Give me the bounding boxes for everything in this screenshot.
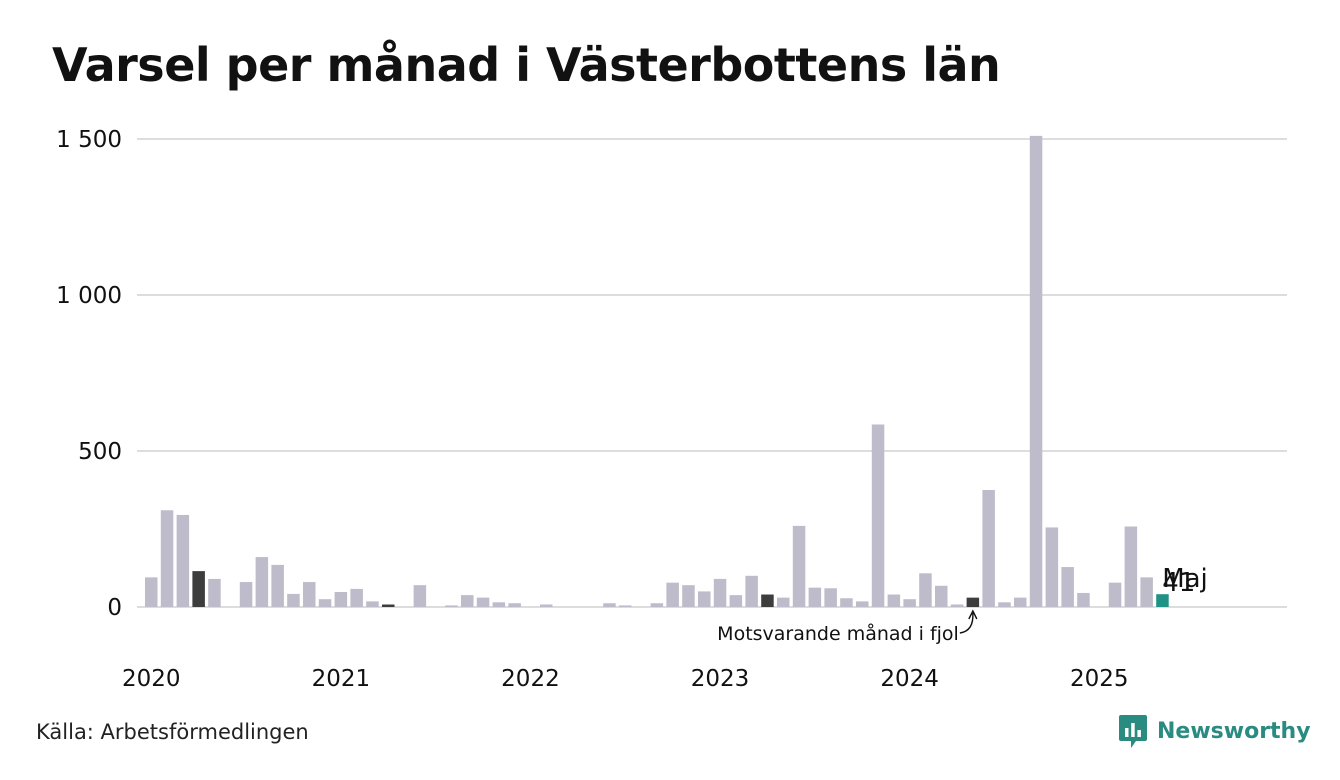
bar — [334, 592, 348, 607]
bar — [824, 588, 837, 607]
latest-value-label: 41 — [1162, 568, 1195, 598]
latest-month-label: Maj — [1162, 564, 1208, 594]
x-tick-label: 2024 — [880, 666, 939, 692]
bar — [1014, 597, 1027, 607]
bars — [145, 135, 1169, 607]
bar — [792, 525, 806, 607]
chart-title: Varsel per månad i Västerbottens län — [52, 38, 1001, 92]
bar — [508, 603, 521, 607]
bar — [856, 601, 869, 607]
bar — [1029, 135, 1043, 607]
bar — [682, 585, 695, 607]
gridlines — [137, 138, 1287, 608]
bar — [255, 557, 269, 607]
y-axis-ticks: 0 500 1 000 1 500 — [56, 127, 122, 621]
bar — [713, 578, 727, 607]
x-tick-label: 2023 — [691, 666, 750, 692]
bar — [271, 564, 284, 607]
bar — [871, 424, 885, 607]
bar-same-month-last-year — [761, 594, 774, 607]
bar — [998, 602, 1011, 607]
bar-same-month-last-year — [192, 571, 205, 607]
bar — [239, 582, 253, 607]
source-note: Källa: Arbetsförmedlingen — [36, 720, 309, 744]
bar — [808, 587, 822, 607]
bar-same-month-last-year — [966, 597, 980, 607]
newsworthy-logo: Newsworthy — [1118, 713, 1311, 749]
bar — [603, 603, 616, 607]
annotation-arrowhead — [968, 609, 978, 620]
x-tick-label: 2025 — [1070, 666, 1129, 692]
x-tick-label: 2022 — [501, 666, 560, 692]
bar — [287, 593, 300, 607]
bar — [777, 597, 790, 607]
bar — [1045, 527, 1059, 607]
x-tick-label: 2020 — [122, 666, 181, 692]
newsworthy-logo-icon — [1119, 715, 1147, 748]
bar — [350, 588, 363, 607]
bar — [1061, 567, 1074, 607]
annotation-arrow — [959, 612, 974, 634]
bar — [1077, 592, 1090, 607]
bar — [1108, 582, 1122, 607]
y-tick-label: 1 000 — [56, 283, 122, 309]
bar-latest — [1156, 594, 1169, 607]
bar — [445, 605, 458, 607]
bar — [729, 595, 743, 607]
bar — [1140, 577, 1153, 607]
bar — [887, 594, 901, 607]
bar — [176, 514, 190, 607]
bar — [145, 577, 158, 607]
y-tick-label: 0 — [107, 595, 122, 621]
brand-name: Newsworthy — [1157, 718, 1311, 744]
bar — [476, 597, 490, 607]
bar — [540, 604, 553, 607]
bar-same-month-last-year — [382, 604, 395, 607]
bar — [619, 605, 632, 607]
y-tick-label: 1 500 — [56, 127, 122, 153]
x-axis-ticks: 2020 2021 2022 2023 2024 2025 — [122, 666, 1129, 692]
bar — [303, 582, 316, 607]
bar — [1124, 526, 1138, 607]
x-tick-label: 2021 — [312, 666, 371, 692]
bar — [160, 510, 174, 607]
bar — [919, 573, 932, 607]
bar — [698, 591, 711, 607]
bar — [461, 595, 474, 607]
bar — [950, 604, 964, 607]
bar — [318, 599, 332, 607]
bar — [666, 582, 679, 607]
bar — [492, 602, 506, 607]
bar — [745, 575, 758, 607]
bar — [208, 578, 221, 607]
bar — [413, 585, 427, 607]
bar — [650, 603, 664, 607]
bar — [903, 599, 916, 607]
y-tick-label: 500 — [78, 439, 122, 465]
bar — [935, 585, 948, 607]
bar — [982, 490, 995, 607]
bar — [840, 598, 853, 607]
last-year-annotation: Motsvarande månad i fjol — [717, 622, 959, 645]
bar — [366, 601, 379, 607]
